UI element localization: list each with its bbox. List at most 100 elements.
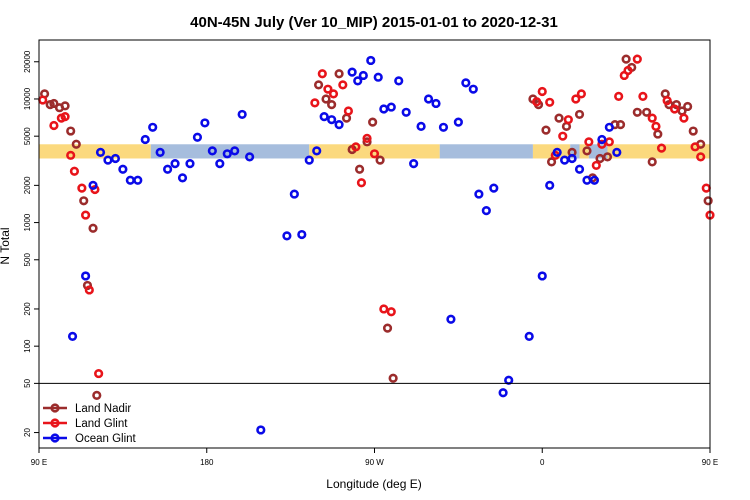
point-land-nadir: [375, 155, 385, 165]
point-ocean-glint: [537, 271, 547, 281]
point-land-nadir: [388, 373, 398, 383]
point-land-nadir: [554, 113, 564, 123]
point-land-glint: [351, 142, 361, 152]
point-land-nadir: [683, 101, 693, 112]
point-ocean-glint: [245, 152, 255, 162]
point-land-nadir: [642, 107, 652, 117]
point-land-glint: [651, 121, 661, 131]
point-land-glint: [60, 112, 70, 122]
legend-label-ocean-glint: Ocean Glint: [75, 433, 137, 445]
point-land-nadir: [602, 152, 613, 162]
point-land-glint: [84, 285, 94, 295]
y-tick-label: 1000: [23, 213, 32, 231]
legend-marker-land-nadir: [50, 403, 60, 413]
plot-frame: [38, 39, 711, 449]
point-land-nadir: [71, 139, 81, 149]
x-axis: 90 E 180 90 W 0 90 E: [31, 448, 718, 467]
point-ocean-glint: [524, 331, 534, 341]
point-ocean-glint: [133, 175, 143, 185]
point-land-nadir: [582, 146, 592, 156]
point-ocean-glint: [358, 70, 368, 81]
point-land-glint: [38, 95, 48, 105]
point-ocean-glint: [589, 175, 600, 185]
point-ocean-glint: [552, 147, 562, 157]
point-ocean-glint: [612, 147, 622, 157]
point-land-glint: [638, 91, 648, 101]
point-ocean-glint: [416, 121, 426, 131]
point-land-nadir: [327, 100, 337, 110]
point-land-glint: [94, 368, 104, 379]
point-ocean-glint: [379, 104, 389, 114]
y-tick-label: 5000: [23, 127, 32, 145]
point-ocean-glint: [304, 155, 314, 165]
point-ocean-glint: [347, 67, 357, 77]
point-ocean-glint: [282, 231, 292, 241]
x-tick-label: 90 W: [365, 458, 384, 467]
point-land-nadir: [368, 117, 378, 127]
point-ocean-glint: [177, 173, 188, 183]
point-land-glint: [614, 91, 624, 101]
point-land-nadir: [313, 80, 324, 90]
point-land-glint: [69, 166, 80, 176]
point-ocean-glint: [67, 331, 78, 341]
point-ocean-glint: [423, 94, 434, 104]
point-land-glint: [591, 160, 601, 171]
point-land-glint: [696, 152, 706, 162]
point-ocean-glint: [237, 109, 247, 120]
point-ocean-glint: [230, 146, 240, 156]
legend-label-land-glint: Land Glint: [75, 418, 128, 430]
point-ocean-glint: [567, 153, 577, 164]
point-ocean-glint: [297, 229, 307, 240]
point-land-nadir: [688, 126, 698, 136]
point-ocean-glint: [103, 155, 113, 165]
point-ocean-glint: [327, 115, 337, 125]
point-ocean-glint: [386, 102, 396, 112]
legend-label-land-nadir: Land Nadir: [75, 403, 131, 415]
point-land-glint: [576, 89, 586, 99]
point-ocean-glint: [222, 149, 232, 159]
legend: Land Nadir Land Glint Ocean Glint: [43, 403, 137, 445]
point-land-nadir: [79, 196, 89, 206]
point-land-nadir: [615, 120, 626, 130]
point-land-glint: [356, 178, 367, 188]
point-land-glint: [563, 115, 573, 125]
point-ocean-glint: [468, 84, 478, 94]
point-ocean-glint: [95, 147, 106, 157]
point-land-nadir: [703, 196, 713, 206]
y-tick-label: 20000: [23, 50, 32, 73]
point-land-glint: [80, 210, 91, 220]
point-ocean-glint: [155, 147, 165, 157]
point-ocean-glint: [489, 183, 499, 193]
point-land-glint: [679, 113, 689, 123]
chart-title: 40N-45N July (Ver 10_MIP) 2015-01-01 to …: [190, 14, 558, 31]
point-ocean-glint: [604, 122, 614, 132]
point-ocean-glint: [207, 146, 217, 156]
point-land-glint: [323, 84, 333, 94]
point-ocean-glint: [498, 388, 508, 398]
point-land-glint: [49, 120, 59, 131]
point-land-glint: [662, 96, 672, 106]
point-land-glint: [317, 69, 327, 79]
point-land-glint: [386, 307, 396, 317]
point-land-glint: [77, 183, 87, 193]
point-land-glint: [328, 89, 339, 99]
point-land-nadir: [60, 101, 70, 111]
x-tick-label: 90 E: [702, 458, 718, 467]
point-land-glint: [669, 104, 680, 114]
point-ocean-glint: [560, 155, 570, 165]
point-land-glint: [584, 137, 594, 147]
point-land-nadir: [653, 129, 663, 139]
point-land-nadir: [546, 157, 557, 167]
point-land-glint: [362, 133, 372, 143]
data-points: [38, 54, 715, 435]
point-land-glint: [369, 149, 380, 159]
point-ocean-glint: [125, 175, 135, 185]
point-ocean-glint: [140, 134, 150, 145]
point-land-glint: [701, 183, 711, 193]
point-land-nadir: [354, 164, 365, 174]
point-ocean-glint: [170, 158, 180, 169]
point-land-glint: [558, 131, 568, 141]
point-land-nadir: [92, 390, 102, 400]
point-ocean-glint: [453, 117, 463, 127]
